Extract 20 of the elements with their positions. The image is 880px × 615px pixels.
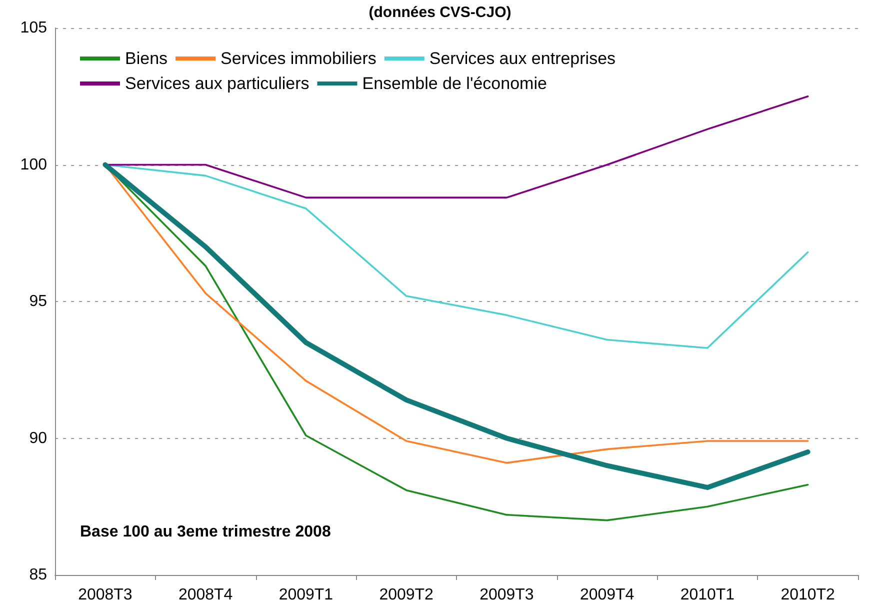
x-tick-label: 2009T1 <box>278 586 334 604</box>
chart-title: (données CVS-CJO) <box>368 4 512 21</box>
legend-label: Services aux particuliers <box>125 74 310 93</box>
x-tick-label: 2009T4 <box>580 586 634 604</box>
y-tick-label: 95 <box>29 293 48 310</box>
y-tick-label: 85 <box>29 566 48 584</box>
x-tick-label: 2010T2 <box>780 586 836 604</box>
y-tick-label: 105 <box>20 20 48 36</box>
x-tick-label: 2008T4 <box>178 586 233 604</box>
legend-label: Biens <box>125 49 168 68</box>
x-tick-label: 2010T1 <box>680 586 735 604</box>
x-tick-label: 2008T3 <box>78 586 132 604</box>
legend-label: Services aux entreprises <box>429 49 616 68</box>
x-tick-label: 2009T2 <box>379 586 434 604</box>
legend-label: Services immobiliers <box>220 49 376 68</box>
x-tick-label: 2009T3 <box>480 586 534 604</box>
y-tick-label: 90 <box>29 430 48 447</box>
annotation: Base 100 au 3eme trimestre 2008 <box>80 524 331 540</box>
legend-label: Ensemble de l'économie <box>362 74 547 93</box>
y-tick-label: 100 <box>20 156 48 174</box>
